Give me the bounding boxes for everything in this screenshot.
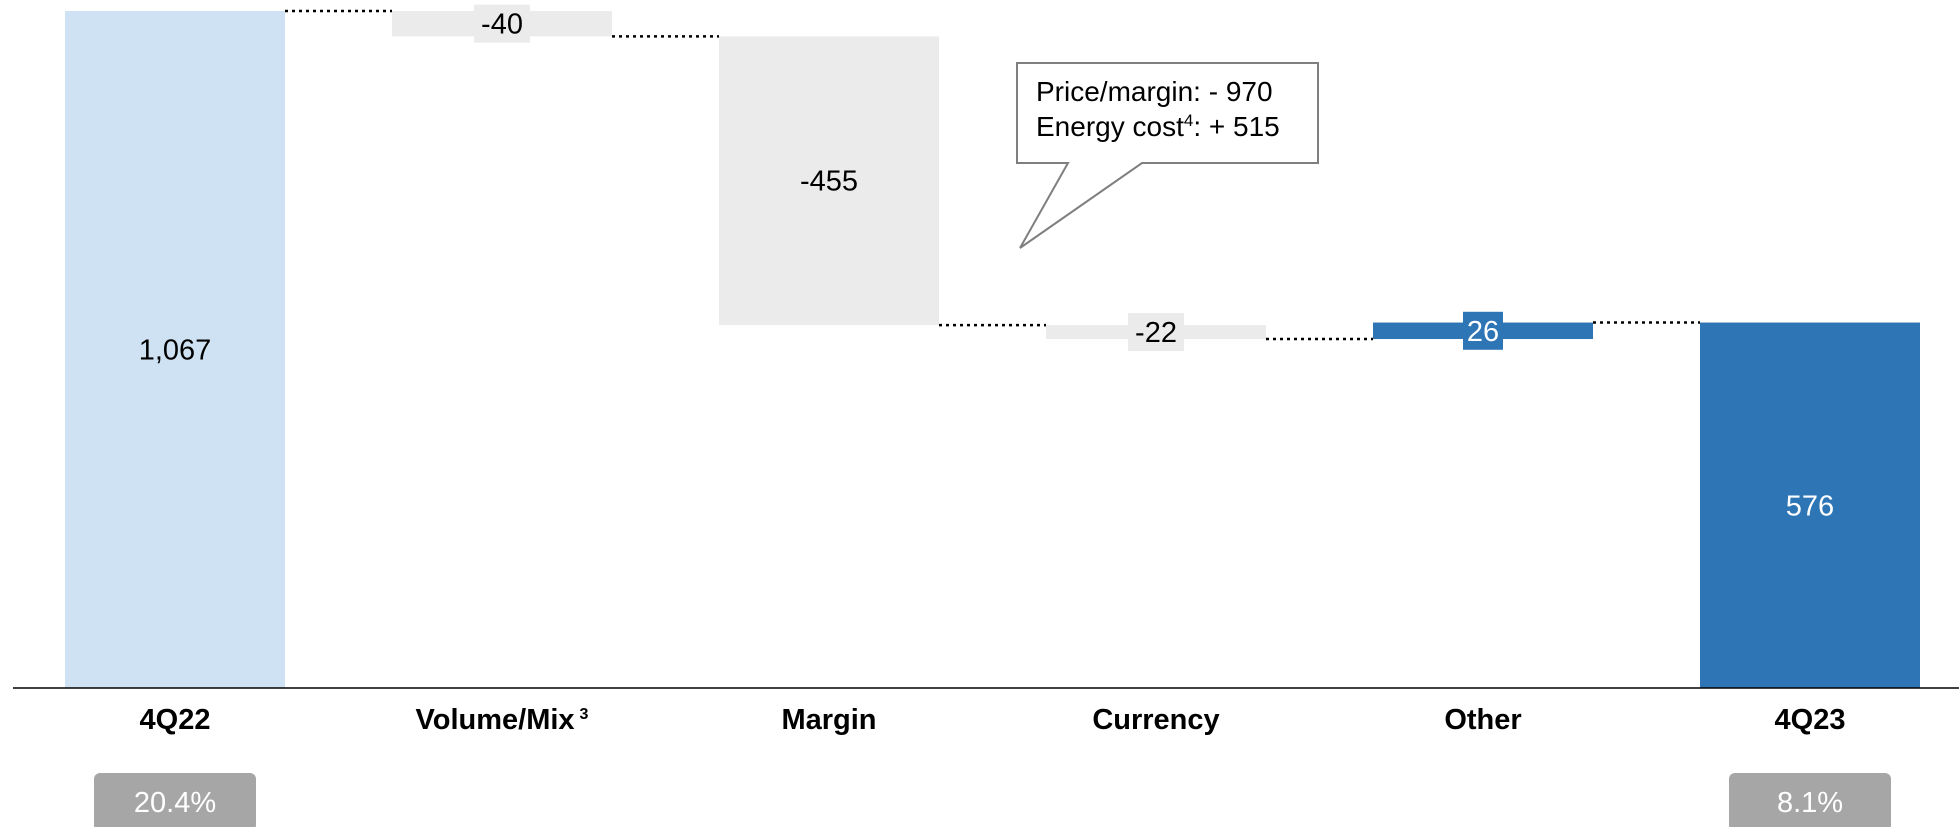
callout-line-energy-cost: Energy cost4: + 515	[1036, 111, 1280, 142]
category-label: Volume/Mix 3	[416, 704, 589, 736]
category-label: 4Q23	[1775, 704, 1846, 736]
value-label: 576	[1786, 490, 1834, 522]
bar-4q23	[1700, 322, 1920, 688]
callout-energy-footnote-marker: 4	[1184, 111, 1193, 130]
margin-badge-text: 8.1%	[1777, 787, 1843, 819]
chart-bars: 1,067 -40 -455 -22 26 576	[65, 4, 1920, 688]
margin-badge	[1729, 773, 1891, 827]
margin-badge	[94, 773, 256, 827]
bar-margin	[719, 36, 939, 326]
value-label: 26	[1467, 316, 1499, 348]
margin-badges: 20.4% 8.1%	[94, 773, 1891, 827]
value-label-background	[1128, 313, 1184, 352]
bar-4q22	[65, 11, 285, 688]
category-name: Margin	[781, 704, 876, 736]
category-name: 4Q23	[1775, 704, 1846, 736]
category-labels: 4Q22 Volume/Mix 3 Margin Currency Other 4Q23	[140, 704, 1846, 736]
value-label: -40	[481, 9, 523, 41]
value-label-background	[1463, 311, 1503, 350]
category-label: Margin	[781, 704, 876, 736]
category-label: Currency	[1092, 704, 1219, 736]
connector-lines	[285, 9, 1700, 341]
category-name: Volume/Mix	[416, 704, 575, 736]
callout-bubble	[1016, 62, 1319, 249]
value-label: -455	[800, 166, 858, 198]
value-label: 1,067	[139, 335, 212, 367]
value-label-background	[474, 4, 530, 43]
price-margin-callout: Price/margin: - 970 Energy cost4: + 515	[1016, 62, 1319, 249]
margin-badge-text: 20.4%	[134, 787, 216, 819]
callout-energy-cost-label: Energy cost	[1036, 111, 1184, 142]
category-label: 4Q22	[140, 704, 211, 736]
category-name: Currency	[1092, 704, 1219, 736]
category-name: 4Q22	[140, 704, 211, 736]
callout-line-price-margin: Price/margin: - 970	[1036, 76, 1273, 107]
category-label: Other	[1444, 704, 1521, 736]
category-name: Other	[1444, 704, 1521, 736]
value-label: -22	[1135, 317, 1177, 349]
callout-energy-cost-value: : + 515	[1193, 111, 1279, 142]
category-footnote-marker: 3	[580, 706, 589, 723]
